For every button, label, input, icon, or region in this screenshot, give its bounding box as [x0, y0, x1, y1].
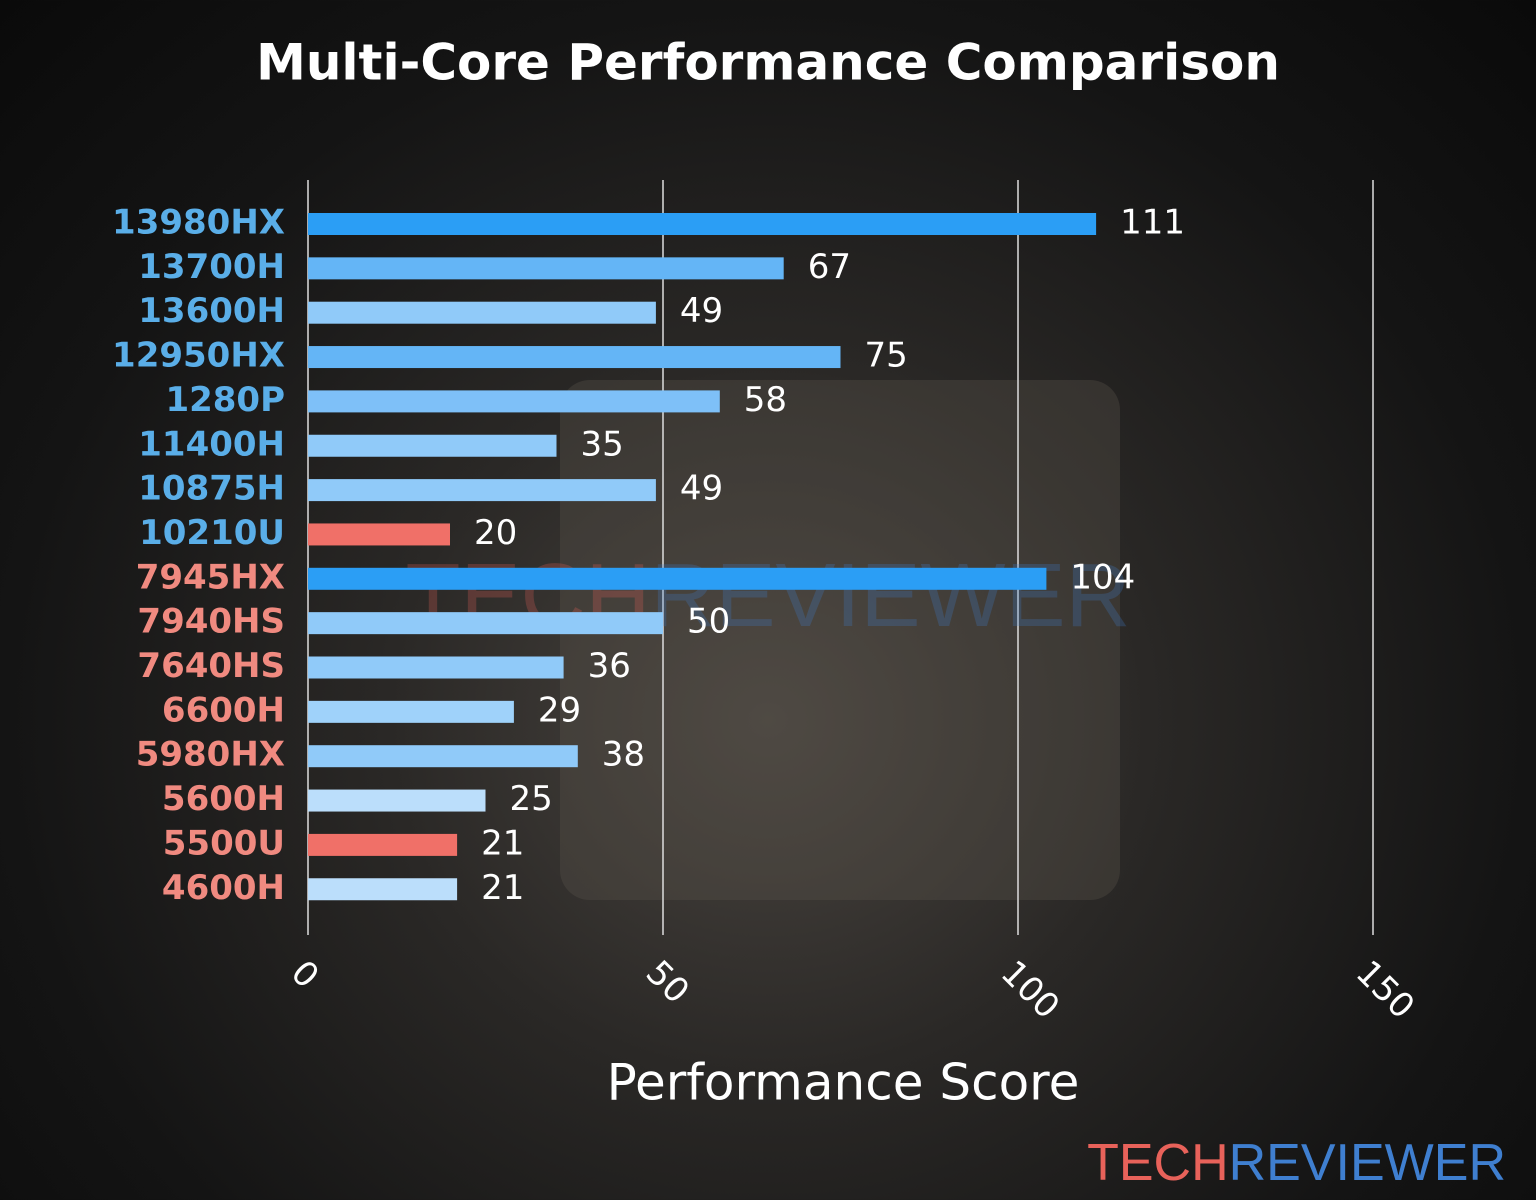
- value-label: 21: [481, 868, 524, 908]
- y-tick-label: 13700H: [138, 247, 285, 287]
- value-label: 29: [538, 690, 581, 730]
- bar: [308, 390, 720, 413]
- value-label: 104: [1070, 557, 1135, 597]
- y-tick-label: 11400H: [138, 424, 285, 464]
- bar: [308, 479, 656, 502]
- value-label: 49: [680, 469, 723, 509]
- y-tick-label: 6600H: [162, 690, 285, 730]
- value-label: 21: [481, 823, 524, 863]
- value-label: 75: [865, 336, 908, 376]
- y-tick-label: 13600H: [138, 291, 285, 331]
- y-tick-label: 1280P: [165, 380, 285, 420]
- bar: [308, 833, 458, 856]
- bar: [308, 789, 486, 812]
- y-tick-label: 7940HS: [137, 602, 285, 642]
- logo-part: REVIEWER: [1229, 1134, 1506, 1192]
- bar: [308, 346, 841, 369]
- bar: [308, 213, 1097, 235]
- y-tick-label: 10875H: [138, 469, 285, 509]
- value-label: 58: [744, 380, 787, 420]
- value-label: 50: [687, 602, 730, 642]
- watermark-part: REVIEWER: [650, 546, 1130, 646]
- bar: [308, 745, 578, 768]
- bar: [308, 301, 656, 324]
- logo-part: TECH: [1087, 1134, 1229, 1192]
- bar: [308, 434, 557, 457]
- y-tick-label: 10210U: [139, 513, 285, 553]
- x-axis-label: Performance Score: [607, 1054, 1080, 1112]
- logo: TECHREVIEWER: [1087, 1134, 1506, 1192]
- chart-title: Multi-Core Performance Comparison: [256, 34, 1280, 92]
- background-chip: [560, 380, 1120, 900]
- bar: [308, 656, 564, 679]
- y-tick-label: 7945HX: [136, 557, 285, 597]
- bar: [308, 523, 450, 546]
- x-tick-label: 0: [283, 953, 327, 997]
- y-tick-label: 12950HX: [112, 336, 285, 376]
- value-label: 111: [1120, 203, 1185, 243]
- value-label: 36: [588, 646, 631, 686]
- bar: [308, 567, 1047, 590]
- y-tick-label: 5980HX: [136, 735, 285, 775]
- bar: [308, 878, 458, 901]
- y-tick-label: 5600H: [162, 779, 285, 819]
- value-label: 38: [602, 735, 645, 775]
- x-tick-label: 50: [638, 953, 697, 1012]
- y-tick-label: 5500U: [163, 823, 285, 863]
- bar: [308, 257, 784, 280]
- bar: [308, 612, 663, 635]
- bar: [308, 700, 514, 723]
- value-label: 25: [510, 779, 553, 819]
- value-label: 20: [474, 513, 517, 553]
- value-label: 67: [808, 247, 851, 287]
- value-label: 49: [680, 291, 723, 331]
- x-tick-label: 150: [1348, 953, 1422, 1027]
- y-tick-label: 7640HS: [137, 646, 285, 686]
- x-tick-label: 100: [993, 953, 1067, 1027]
- y-tick-label: 13980HX: [112, 203, 285, 243]
- y-tick-label: 4600H: [162, 868, 285, 908]
- value-label: 35: [581, 424, 624, 464]
